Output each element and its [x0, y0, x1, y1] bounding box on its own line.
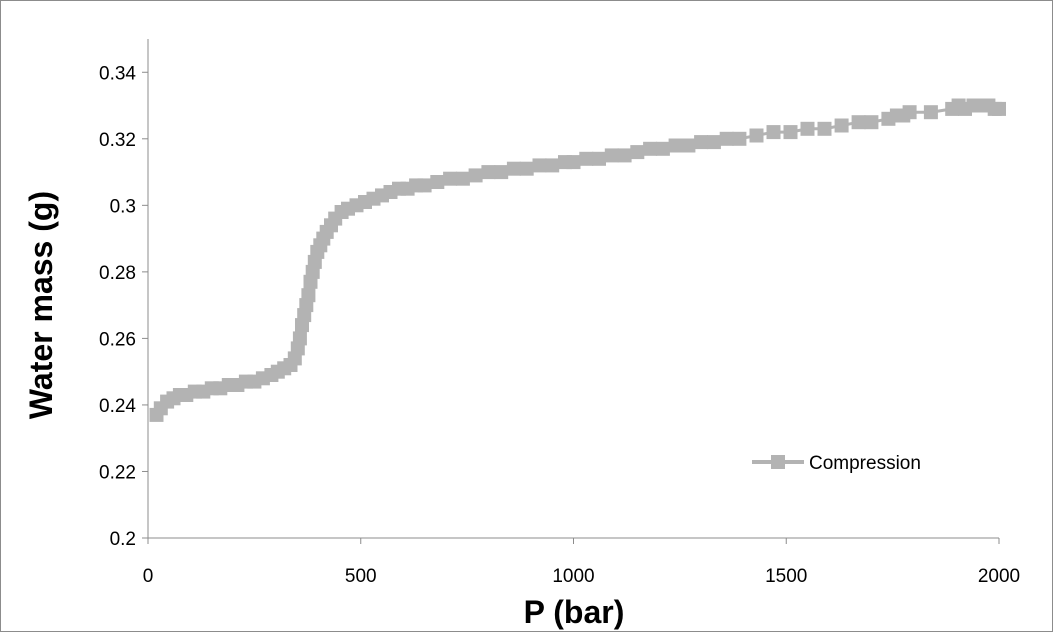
data-point	[506, 161, 521, 176]
data-point	[783, 125, 798, 140]
y-tick-label: 0.26	[99, 329, 136, 350]
data-point	[681, 138, 696, 153]
y-axis-title: Water mass (g)	[23, 191, 59, 419]
data-point	[630, 145, 645, 160]
data-point	[766, 125, 781, 140]
data-point	[668, 138, 683, 153]
data-point	[532, 158, 547, 173]
data-point	[566, 155, 581, 170]
data-point	[617, 148, 632, 163]
data-point	[655, 141, 670, 156]
data-point	[481, 165, 496, 180]
data-point	[455, 171, 470, 186]
y-tick-label: 0.32	[99, 130, 136, 151]
data-point	[749, 128, 764, 143]
x-tick-label: 500	[345, 566, 377, 587]
legend: Compression	[752, 453, 921, 474]
data-point	[592, 151, 606, 166]
legend-label: Compression	[809, 453, 921, 474]
y-tick-label: 0.2	[110, 529, 136, 550]
data-point	[579, 151, 594, 166]
x-tick-label: 0	[143, 566, 154, 587]
data-point	[851, 115, 866, 130]
data-point	[732, 131, 747, 146]
data-point	[694, 135, 709, 150]
y-tick-label: 0.22	[99, 462, 136, 483]
y-tick-label: 0.3	[110, 196, 136, 217]
y-tick-label: 0.34	[99, 63, 136, 84]
data-point	[902, 105, 917, 120]
data-point	[643, 141, 658, 156]
data-point	[468, 168, 483, 183]
data-point	[443, 171, 458, 186]
data-point	[301, 288, 316, 303]
data-point	[719, 131, 734, 146]
x-tick-label: 1000	[552, 566, 594, 587]
data-point	[706, 135, 721, 150]
data-point	[292, 331, 307, 346]
data-point	[494, 165, 509, 180]
x-tick-label: 1500	[765, 566, 807, 587]
data-point	[992, 101, 1006, 116]
data-point	[834, 118, 849, 133]
data-point	[923, 105, 938, 120]
data-point	[545, 158, 560, 173]
x-axis-title: P (bar)	[524, 594, 625, 630]
legend-marker-swatch	[771, 455, 785, 469]
data-point	[417, 178, 432, 193]
data-point	[817, 121, 832, 136]
y-tick-label: 0.24	[99, 396, 136, 417]
x-tick-label: 2000	[978, 566, 1020, 587]
data-point	[519, 161, 534, 176]
data-point	[430, 175, 445, 189]
data-point	[864, 115, 879, 130]
y-tick-label: 0.28	[99, 263, 136, 284]
data-point	[800, 121, 815, 136]
data-point	[604, 148, 619, 163]
